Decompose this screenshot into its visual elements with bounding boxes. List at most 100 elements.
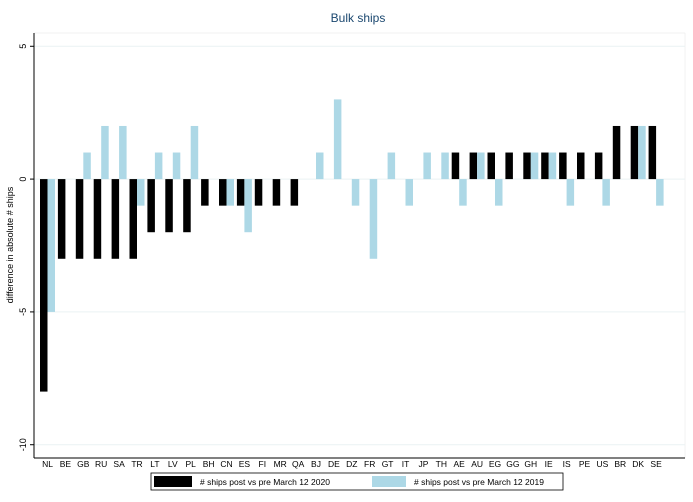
legend: # ships post vs pre March 12 2020 # ship…	[150, 472, 564, 491]
bar-2019-ie	[548, 152, 557, 180]
x-tick-label-it: IT	[402, 459, 410, 469]
bar-2019-fr	[369, 179, 378, 259]
y-axis-label: difference in absolute # ships	[5, 186, 15, 303]
y-tick-label-1: 0	[18, 177, 28, 182]
y-axis-ticks: 5 0 -5 -10	[18, 44, 34, 451]
x-tick-label-pe: PE	[579, 459, 591, 469]
legend-box	[150, 472, 564, 491]
bar-2020-bh	[201, 179, 209, 206]
bar-2019-us	[602, 179, 610, 206]
bar-2020-cn	[219, 179, 227, 206]
bar-2019-is	[566, 179, 575, 206]
bar-2019-it	[405, 179, 413, 206]
x-tick-label-pl: PL	[185, 459, 196, 469]
bar-2019-lt	[154, 152, 163, 180]
y-tick-label-0: 5	[18, 44, 28, 49]
x-tick-label-bh: BH	[203, 459, 215, 469]
x-tick-label-be: BE	[60, 459, 72, 469]
bar-2020-us	[594, 152, 603, 180]
bar-2019-sa	[119, 125, 127, 180]
x-tick-label-gh: GH	[524, 459, 537, 469]
bar-2019-pl	[190, 125, 199, 180]
bar-2019-ae	[459, 179, 467, 206]
bar-2020-au	[469, 152, 478, 180]
bar-2020-gh	[523, 152, 531, 180]
bar-2019-tr	[137, 179, 145, 206]
bar-2019-dk	[638, 125, 646, 180]
x-tick-label-bj: BJ	[311, 459, 321, 469]
legend-swatch-2020	[154, 476, 192, 487]
x-tick-label-se: SE	[650, 459, 662, 469]
bar-2020-lt	[147, 179, 155, 233]
bar-2019-bj	[316, 152, 324, 180]
bar-2019-de	[333, 99, 342, 180]
x-tick-label-gt: GT	[382, 459, 394, 469]
bar-2020-be	[57, 179, 66, 259]
legend-swatch-2019	[372, 476, 406, 487]
bar-2020-es	[236, 179, 245, 206]
bar-2020-ie	[541, 152, 549, 180]
bar-2019-gt	[387, 152, 396, 180]
x-tick-label-dk: DK	[632, 459, 644, 469]
bar-2020-gb	[75, 179, 84, 259]
x-tick-label-br: BR	[614, 459, 626, 469]
x-tick-label-is: IS	[563, 459, 571, 469]
x-tick-label-lt: LT	[150, 459, 159, 469]
bar-2020-is	[559, 152, 567, 180]
bars-group	[40, 99, 664, 392]
plot-area	[33, 32, 686, 459]
bar-2019-cn	[226, 179, 234, 206]
bar-2020-ru	[93, 179, 102, 259]
x-tick-label-cn: CN	[220, 459, 232, 469]
x-tick-label-au: AU	[471, 459, 483, 469]
y-tick-label-3: -10	[18, 438, 28, 451]
chart-title: Bulk ships	[331, 11, 386, 25]
legend-label-2019: # ships post vs pre March 12 2019	[414, 477, 544, 487]
x-tick-label-lv: LV	[168, 459, 178, 469]
x-tick-label-mr: MR	[274, 459, 287, 469]
x-tick-label-fi: FI	[259, 459, 267, 469]
x-tick-label-dz: DZ	[346, 459, 357, 469]
bar-2020-lv	[165, 179, 173, 233]
bar-2019-jp	[423, 152, 431, 180]
bar-2019-au	[477, 152, 485, 180]
x-tick-label-fr: FR	[364, 459, 375, 469]
bar-2020-sa	[111, 179, 120, 259]
bar-2019-gb	[83, 152, 91, 180]
x-tick-label-eg: EG	[489, 459, 501, 469]
bar-2020-tr	[129, 179, 137, 259]
x-tick-label-tr: TR	[131, 459, 142, 469]
bar-2020-qa	[290, 179, 299, 206]
bar-2020-ae	[451, 152, 460, 180]
bar-2020-pl	[183, 179, 191, 233]
bar-2019-ru	[101, 125, 109, 180]
bar-2019-eg	[495, 179, 503, 206]
x-tick-label-de: DE	[328, 459, 340, 469]
x-tick-label-us: US	[596, 459, 608, 469]
x-tick-label-ru: RU	[95, 459, 107, 469]
bar-2020-nl	[40, 179, 48, 392]
x-tick-label-es: ES	[239, 459, 251, 469]
bar-2019-se	[656, 179, 664, 206]
bar-2019-th	[441, 152, 449, 180]
bar-2020-eg	[487, 152, 495, 180]
bar-2019-nl	[47, 179, 55, 312]
x-tick-label-ie: IE	[545, 459, 553, 469]
bar-2020-br	[612, 125, 621, 180]
bar-2020-gg	[505, 152, 513, 180]
x-tick-label-nl: NL	[42, 459, 53, 469]
bar-2019-gh	[530, 152, 539, 180]
x-tick-label-th: TH	[436, 459, 447, 469]
x-axis-labels: NL BE GB RU SA TR LT LV PL BH CN ES FI MR QA BJ DE DZ FR GT…	[42, 459, 662, 469]
bar-2020-pe	[577, 152, 585, 180]
x-tick-label-ae: AE	[454, 459, 466, 469]
x-tick-label-sa: SA	[113, 459, 125, 469]
x-tick-label-gg: GG	[506, 459, 519, 469]
y-tick-label-2: -5	[18, 308, 28, 316]
bar-2019-es	[244, 179, 252, 233]
legend-label-2020: # ships post vs pre March 12 2020	[200, 477, 330, 487]
x-tick-label-jp: JP	[418, 459, 428, 469]
bar-2019-lv	[172, 152, 181, 180]
x-tick-label-qa: QA	[292, 459, 305, 469]
bar-2020-fi	[254, 179, 263, 206]
